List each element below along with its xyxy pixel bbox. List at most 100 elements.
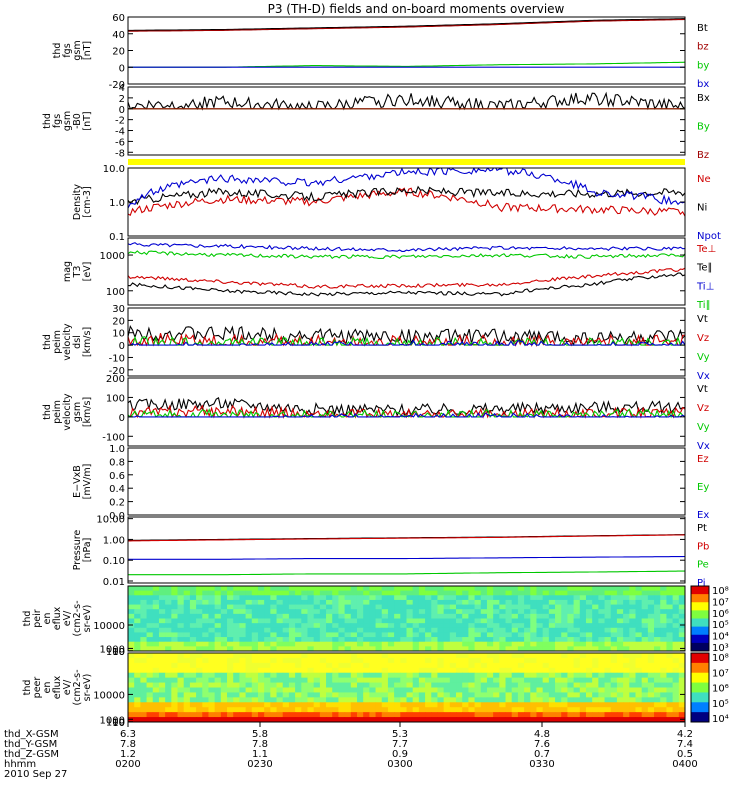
- x-tick-value: 7.4: [677, 739, 693, 750]
- legend-entry: Ni: [697, 203, 707, 214]
- legend-entry: Vt: [697, 384, 708, 395]
- legend-entry: Ey: [697, 482, 709, 493]
- y-tick-label: 1.0: [109, 444, 125, 455]
- legend-entry: Vz: [697, 333, 709, 344]
- panel-fgs-dsl: Bx By Bz 420-2-4-6-8 thd fgs gsm -B0 [nT]: [42, 83, 710, 161]
- y-axis-label: gsm: [72, 40, 83, 60]
- x-tick-value: 7.8: [252, 739, 268, 750]
- legend-entry: Pi: [697, 578, 706, 589]
- x-tick-value: 0330: [529, 759, 554, 770]
- y-tick-label: 10.0: [103, 164, 125, 175]
- y-axis-peim-velocity-gsm: 200 100 0 -100 thd peim velocity gsm [km/s]: [42, 374, 685, 443]
- y-axis-label: (cm2-s-: [72, 600, 83, 636]
- panel-frame: [127, 516, 686, 584]
- series-line-by: [128, 61, 685, 68]
- x-tick-value: 0.7: [534, 749, 550, 760]
- y-axis-label: thd: [42, 334, 53, 350]
- panel-frame: [127, 377, 686, 447]
- y-axis-label: fgs: [62, 43, 73, 57]
- series-line-Vt: [128, 397, 685, 417]
- x-axis-labels: thd_X-GSM 6.3 5.8 5.3 4.8 4.2 thd_Y-GSM 7.8 7.8 7…: [4, 722, 698, 780]
- panel-frame: [127, 652, 686, 723]
- figure-title: P3 (TH-D) fields and on-board moments ov…: [268, 2, 565, 16]
- y-axis-pressure: 10.00 1.00 0.10 0.01 Pressure [nPa]: [72, 515, 685, 588]
- series-line-Ne: [128, 187, 685, 217]
- panel-temperature: Te⊥ Te∥ Ti⊥ Ti∥ 1000 100 mag T3 [eV]: [62, 237, 716, 311]
- legend-entry: Ez: [697, 454, 709, 465]
- y-axis-label: velocity: [62, 323, 73, 361]
- y-tick-label: 4: [119, 83, 125, 94]
- y-axis-fgs-dsl: 420-2-4-6-8 thd fgs gsm -B0 [nT]: [42, 83, 685, 159]
- y-axis-label: en: [42, 613, 53, 625]
- y-axis-label: gsm: [72, 402, 83, 422]
- y-axis-label: T3: [72, 266, 83, 279]
- y-tick-label: 1.00: [103, 535, 125, 546]
- series-line-Te∥: [128, 272, 685, 297]
- y-axis-label: sr-eV): [82, 674, 93, 702]
- x-tick-value: 0230: [247, 759, 272, 770]
- y-axis-label: gsm: [62, 111, 73, 131]
- legend-entry: Vx: [697, 441, 710, 452]
- y-tick-label: 1000: [100, 715, 125, 726]
- legend-entry: Ti∥: [696, 300, 711, 311]
- y-tick-label: -20: [109, 366, 125, 377]
- colorbar-tick-label: 10⁴: [712, 632, 729, 643]
- y-tick-label: 0.10: [103, 556, 125, 567]
- y-axis-label: thd: [22, 680, 33, 696]
- legend-entry: Ex: [697, 510, 709, 521]
- legend-entry: bz: [697, 42, 709, 53]
- x-tick-value: 0200: [115, 759, 140, 770]
- y-axis-label: eflux: [52, 675, 63, 699]
- series-line-Pi: [128, 555, 685, 560]
- y-tick-label: 0.1: [109, 232, 125, 243]
- x-tick-value: 5.8: [252, 729, 268, 740]
- y-axis-label: [km/s]: [82, 327, 93, 357]
- series-line-Npot: [128, 168, 685, 209]
- y-axis-density: 10.0 1.0 0.1 Density [cm-3]: [72, 164, 685, 243]
- y-axis-label: [mV/m]: [82, 464, 93, 500]
- y-axis-label: Density: [72, 184, 83, 220]
- y-axis-label: Pressure: [72, 530, 83, 571]
- y-axis-label: eflux: [52, 606, 63, 630]
- y-tick-label: 0: [119, 413, 125, 424]
- y-axis-label: peir: [32, 609, 43, 628]
- legend-entry: bx: [697, 79, 709, 90]
- legend-entry: Ti⊥: [696, 281, 714, 292]
- y-axis-label: thd: [42, 404, 53, 420]
- y-tick-label: 0: [119, 105, 125, 116]
- y-tick-label: 0.0: [109, 511, 125, 522]
- x-row-label: thd_Y-GSM: [4, 739, 57, 750]
- legend-peim-velocity-gsm: Vt Vz Vy Vx: [697, 384, 710, 452]
- series-line-Vt: [128, 324, 685, 347]
- y-tick-label: 100: [106, 287, 125, 298]
- series-line-Pb: [128, 534, 685, 542]
- legend-entry: Ne: [697, 174, 711, 185]
- y-tick-label: 40: [112, 30, 125, 41]
- y-tick-label: 0.01: [103, 577, 125, 588]
- panel-frame: [127, 167, 686, 237]
- colorbar-tick-label: 10⁸: [712, 586, 729, 597]
- y-tick-label: -10: [109, 353, 125, 364]
- y-axis-label: velocity: [62, 393, 73, 431]
- legend-fgs-dsl: Bx By Bz: [697, 93, 710, 161]
- legend-entry: Te⊥: [696, 244, 716, 255]
- y-axis-label: peer: [32, 677, 43, 699]
- legend-entry: Bz: [697, 150, 709, 161]
- legend-entry: Pt: [697, 523, 707, 534]
- panel-frame: [127, 307, 686, 377]
- y-tick-label: -20: [109, 80, 125, 91]
- y-tick-label: 100: [106, 718, 125, 729]
- legend-density: Ne Ni Npot: [697, 174, 721, 242]
- y-axis-label: [cm-3]: [82, 186, 93, 217]
- y-tick-label: 10: [112, 329, 125, 340]
- colorbar-tick-label: 10⁸: [712, 653, 729, 664]
- legend-fgs: Bt bz by bx: [697, 23, 709, 90]
- spectrogram: [128, 586, 685, 651]
- x-row-label: hhmm: [4, 759, 36, 770]
- y-tick-label: 30: [112, 304, 125, 315]
